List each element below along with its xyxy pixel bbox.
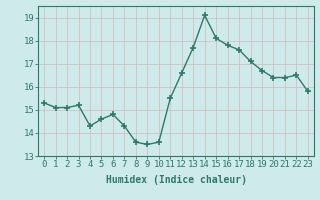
X-axis label: Humidex (Indice chaleur): Humidex (Indice chaleur) xyxy=(106,175,246,185)
